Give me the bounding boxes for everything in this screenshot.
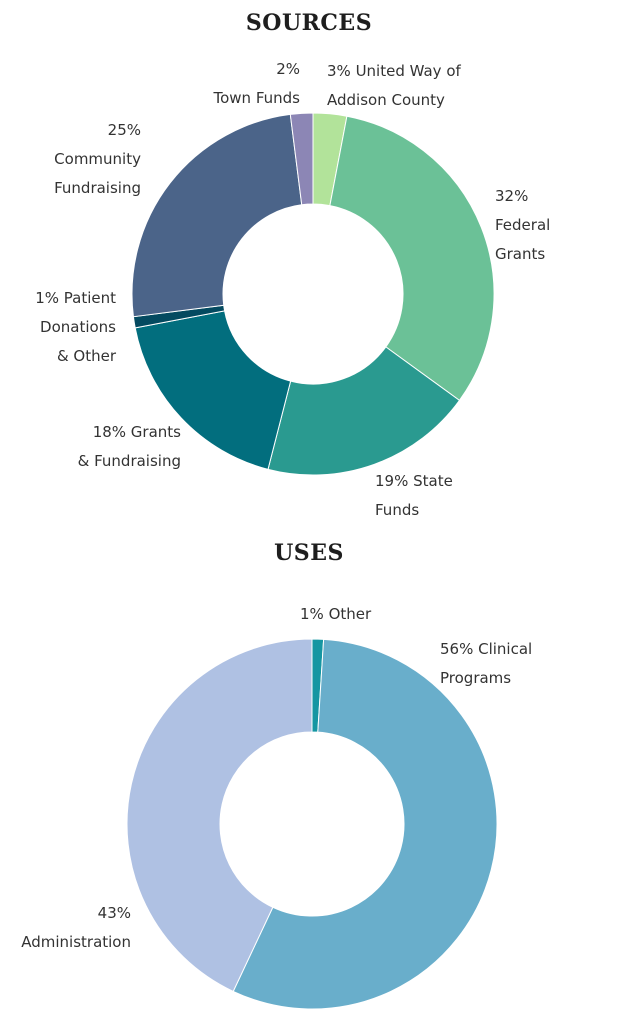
- uses-label-clinical-programs: 56% Clinical Programs: [440, 640, 533, 687]
- sources-slice-state-funds: [267, 346, 461, 476]
- sources-slice-community-fundraising: [131, 113, 303, 318]
- sources-slice-federal-grants: [329, 115, 495, 402]
- sources-label-town-funds: 2% Town Funds: [213, 60, 301, 107]
- uses-label-other: 1% Other: [300, 605, 372, 623]
- sources-chart-title: SOURCES: [245, 10, 373, 36]
- sources-label-federal-grants: 32% Federal Grants: [495, 187, 551, 263]
- uses-chart-title: USES: [274, 540, 344, 566]
- uses-label-administration: 43% Administration: [21, 904, 131, 951]
- uses-slice-administration: [126, 638, 313, 993]
- uses-slice-clinical-programs: [232, 638, 498, 1010]
- sources-slice-grants-fundraising: [134, 310, 292, 470]
- sources-donut-chart: [131, 112, 495, 476]
- sources-slice-town-funds: [289, 112, 314, 206]
- sources-label-patient-donations: 1% Patient Donations & Other: [35, 289, 116, 365]
- sources-label-grants-fundraising: 18% Grants & Fundraising: [77, 423, 181, 470]
- sources-label-state-funds: 19% State Funds: [375, 472, 453, 519]
- sources-label-community-fundraising: 25% Community Fundraising: [54, 121, 141, 197]
- sources-label-united-way: 3% United Way of Addison County: [327, 62, 461, 109]
